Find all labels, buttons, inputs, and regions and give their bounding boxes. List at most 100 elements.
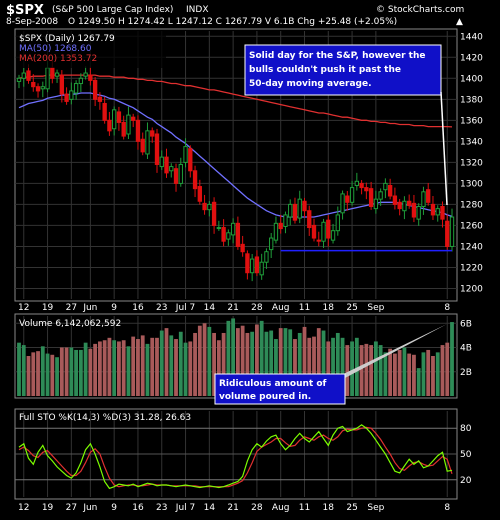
volume-bar	[359, 345, 364, 396]
candle-body	[278, 222, 283, 230]
volume-bar	[155, 337, 159, 396]
candle-body	[59, 74, 64, 95]
candle-body	[311, 224, 317, 239]
volume-bar	[388, 348, 393, 396]
candle-body	[178, 163, 183, 184]
x-tick-label: 8	[444, 303, 450, 313]
volume-bar	[369, 345, 374, 396]
price-tick-label: 1440	[460, 32, 483, 42]
candle-body	[40, 86, 45, 90]
volume-bar	[326, 341, 331, 396]
candle-body	[183, 146, 188, 163]
volume-bar	[26, 356, 31, 396]
volume-bar	[259, 320, 264, 396]
x-tick-label: 28	[251, 503, 263, 513]
price-annotation-box	[244, 44, 442, 96]
volume-bar	[340, 337, 345, 396]
candle-body	[207, 203, 212, 211]
volume-bar	[274, 339, 278, 396]
x-tick-label: Sep	[367, 503, 384, 513]
ma200-legend-label: MA(200) 1353.72	[19, 54, 97, 64]
source-watermark: © StockCharts.com	[376, 5, 464, 15]
x-tick-label: 21	[227, 303, 238, 313]
price-tick-label: 1340	[460, 137, 483, 147]
x-tick-label: 9	[111, 503, 117, 513]
volume-bars	[17, 318, 454, 396]
volume-bar	[383, 352, 388, 396]
price-tick-label: 1260	[460, 221, 483, 231]
candle-body	[150, 130, 155, 137]
candle-body	[240, 243, 245, 253]
price-tick-label: 1320	[460, 158, 483, 168]
candle-body	[192, 170, 198, 190]
candle-body	[121, 121, 126, 137]
candle-body	[21, 72, 26, 79]
candle-body	[421, 191, 426, 208]
candle-body	[359, 182, 364, 189]
x-tick-label: Jul 7	[175, 503, 195, 513]
volume-bar	[250, 331, 255, 396]
volume-bar	[40, 346, 45, 396]
candle-body	[188, 148, 193, 172]
price-legend-label: $SPX (Daily) 1267.79	[19, 34, 115, 44]
candle-body	[216, 227, 222, 230]
volume-bar	[240, 325, 245, 396]
candle-body	[430, 203, 436, 216]
volume-bar	[392, 353, 397, 396]
x-tick-label: 27	[66, 503, 77, 513]
x-tick-label: 12	[18, 503, 29, 513]
volume-tick-label: 4B	[460, 344, 472, 354]
price-tick-label: 1380	[460, 95, 483, 105]
volume-bar	[164, 328, 169, 396]
volume-bar	[31, 352, 36, 396]
volume-annotation-box	[214, 373, 346, 405]
volume-bar	[364, 343, 369, 396]
candle-body	[111, 109, 117, 130]
price-annotation-pointer	[440, 91, 448, 206]
candle-body	[35, 86, 41, 92]
candle-body	[102, 103, 107, 121]
volume-bar	[45, 353, 50, 396]
x-axis-stochastic: 12 19 27 Jun 9 16 23 Jul 7 14 21 28 Aug 11 18 25 Sep 8	[18, 503, 450, 513]
candle-body	[402, 200, 407, 212]
x-tick-label: 8	[444, 503, 450, 513]
price-tick-label: 1300	[460, 179, 483, 189]
candle-body	[50, 67, 55, 79]
candle-body	[54, 72, 60, 77]
volume-bar	[197, 325, 202, 396]
candle-body	[411, 202, 417, 218]
volume-bar	[21, 345, 26, 396]
price-axis: 1200 1220 1240 1260 1280 1300 1320 1340 1360 1380…	[460, 32, 483, 294]
candle-body	[416, 206, 421, 220]
volume-bar	[354, 337, 359, 396]
volume-bar	[350, 341, 354, 396]
x-axis-price: 12 19 27 Jun 9 16 23 Jul 7 14 21 28 Aug 11 18 25 Sep 8	[18, 303, 450, 313]
candle-body	[69, 90, 74, 100]
volume-bar	[255, 324, 259, 396]
candle-body	[197, 186, 202, 202]
candle-body	[31, 81, 36, 88]
volume-bar	[412, 354, 416, 396]
candle-body	[88, 74, 93, 81]
price-tick-label: 1280	[460, 200, 483, 210]
price-tick-label: 1420	[460, 53, 483, 63]
volume-bar	[78, 349, 83, 396]
volume-bar	[426, 349, 431, 396]
x-tick-label: 25	[346, 503, 357, 513]
volume-bar	[121, 340, 126, 396]
x-tick-label: 18	[323, 503, 335, 513]
volume-bar	[345, 345, 350, 396]
candle-body	[245, 253, 250, 274]
volume-bar	[435, 352, 440, 396]
candle-body	[302, 200, 307, 212]
x-tick-label: Aug	[272, 503, 290, 513]
volume-bar	[288, 329, 293, 396]
volume-bar	[107, 337, 112, 396]
volume-bar	[207, 326, 212, 396]
index-name: (S&P 500 Large Cap Index)	[52, 5, 173, 15]
candle-body	[316, 239, 321, 242]
volume-bar	[431, 356, 435, 396]
volume-bar	[283, 328, 288, 396]
volume-bar	[112, 340, 117, 396]
volume-legend-label: Volume 6,142,062,592	[19, 319, 121, 329]
